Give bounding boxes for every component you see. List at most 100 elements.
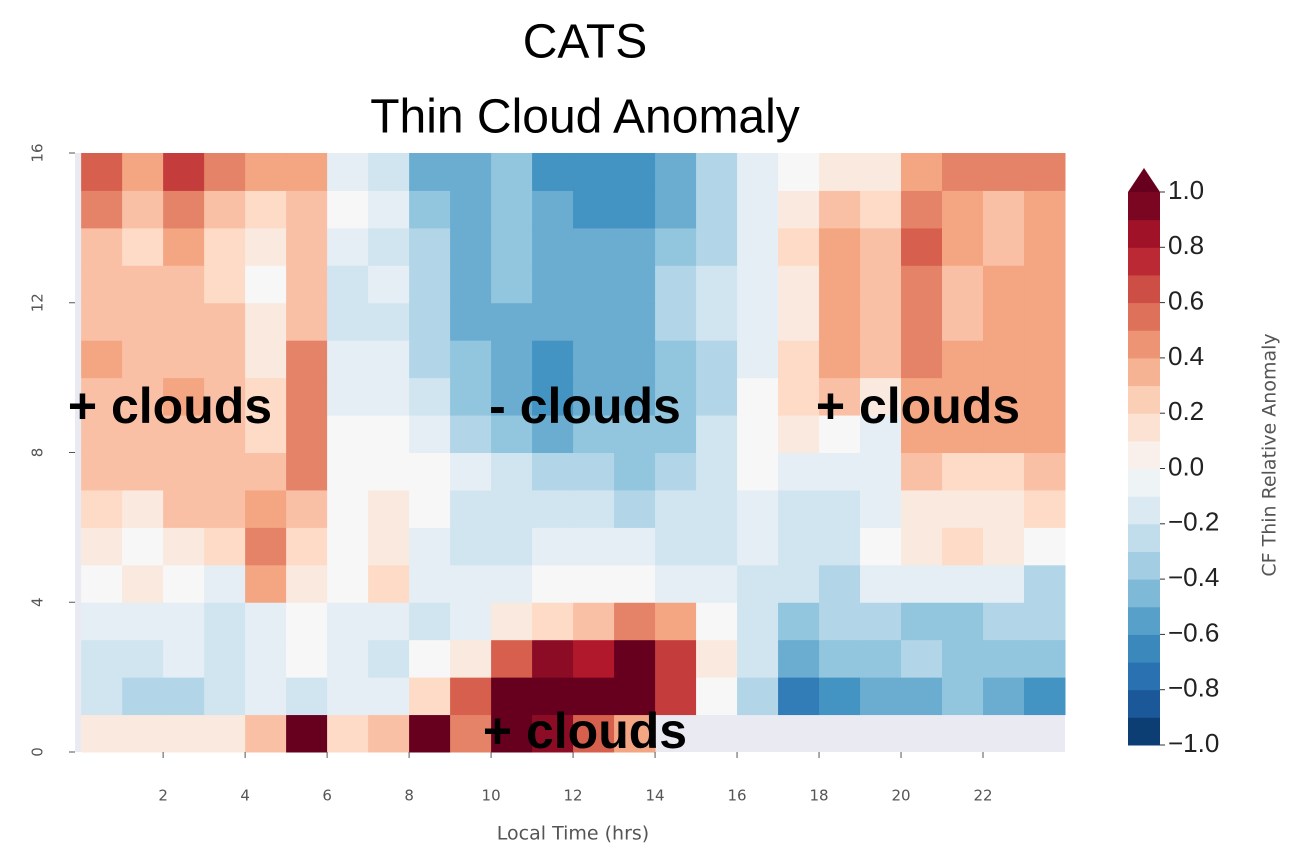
heatmap-cell bbox=[163, 190, 205, 229]
heatmap-cell bbox=[983, 564, 1025, 603]
heatmap-cell bbox=[737, 340, 779, 379]
colorbar-tick-label: −0.2 bbox=[1168, 507, 1219, 537]
heatmap-cell bbox=[1024, 489, 1066, 528]
heatmap-cell bbox=[819, 190, 861, 229]
heatmap-cell bbox=[368, 227, 410, 266]
heatmap-cell bbox=[491, 452, 533, 491]
heatmap-cell bbox=[81, 677, 123, 716]
heatmap-cell bbox=[245, 714, 287, 753]
y-tick-label: 0 bbox=[29, 747, 47, 757]
heatmap-cell bbox=[450, 714, 492, 753]
heatmap-cell bbox=[860, 340, 902, 379]
heatmap-cell bbox=[655, 265, 697, 304]
heatmap-cell bbox=[901, 602, 943, 641]
heatmap-cell bbox=[532, 302, 574, 341]
x-tick-label: 6 bbox=[322, 787, 332, 805]
heatmap-cell bbox=[614, 302, 656, 341]
heatmap-cell bbox=[163, 302, 205, 341]
heatmap-cell bbox=[122, 190, 164, 229]
heatmap-cell bbox=[983, 265, 1025, 304]
heatmap-cell bbox=[942, 340, 984, 379]
x-axis-label: Local Time (hrs) bbox=[497, 823, 649, 845]
heatmap-cell bbox=[573, 489, 615, 528]
heatmap-cell bbox=[778, 377, 820, 416]
heatmap-cell bbox=[819, 564, 861, 603]
heatmap-cell bbox=[1024, 153, 1066, 191]
heatmap-cell bbox=[409, 227, 451, 266]
x-tick-label: 14 bbox=[646, 787, 665, 805]
x-tick-label: 4 bbox=[240, 787, 250, 805]
heatmap-cell bbox=[532, 714, 574, 753]
heatmap-cell bbox=[655, 190, 697, 229]
heatmap-cell bbox=[901, 265, 943, 304]
heatmap-cell bbox=[245, 677, 287, 716]
heatmap-cell bbox=[819, 452, 861, 491]
heatmap-cell bbox=[737, 302, 779, 341]
heatmap-cell bbox=[942, 452, 984, 491]
heatmap-cell bbox=[409, 452, 451, 491]
heatmap-cell bbox=[122, 489, 164, 528]
heatmap-cell bbox=[327, 602, 369, 641]
heatmap-cell bbox=[204, 677, 246, 716]
heatmap-cell bbox=[532, 227, 574, 266]
heatmap-cell bbox=[368, 677, 410, 716]
heatmap-cell bbox=[737, 265, 779, 304]
heatmap-cell bbox=[450, 377, 492, 416]
heatmap-cell bbox=[204, 639, 246, 678]
heatmap-cell bbox=[573, 564, 615, 603]
heatmap-cell bbox=[1024, 227, 1066, 266]
heatmap-cells bbox=[81, 153, 1066, 753]
heatmap-cell bbox=[491, 677, 533, 716]
heatmap-cell bbox=[614, 639, 656, 678]
heatmap-cell bbox=[614, 602, 656, 641]
heatmap-cell bbox=[532, 489, 574, 528]
heatmap-cell bbox=[122, 452, 164, 491]
heatmap-cell bbox=[409, 489, 451, 528]
colorbar-segment bbox=[1128, 662, 1160, 691]
heatmap-cell bbox=[983, 639, 1025, 678]
heatmap-cell bbox=[573, 377, 615, 416]
heatmap-cell bbox=[368, 452, 410, 491]
heatmap-cell bbox=[409, 564, 451, 603]
heatmap-cell bbox=[737, 564, 779, 603]
colorbar-segment bbox=[1128, 219, 1160, 248]
heatmap-cell bbox=[573, 639, 615, 678]
colorbar-tick-label: −0.6 bbox=[1168, 617, 1219, 647]
heatmap-cell bbox=[696, 377, 738, 416]
x-tick-label: 2 bbox=[158, 787, 168, 805]
heatmap-cell bbox=[286, 564, 328, 603]
heatmap-cell bbox=[614, 452, 656, 491]
heatmap-cell bbox=[122, 340, 164, 379]
x-tick-label: 18 bbox=[809, 787, 828, 805]
heatmap-cell bbox=[532, 452, 574, 491]
heatmap-cell bbox=[942, 415, 984, 453]
heatmap-cell bbox=[409, 190, 451, 229]
heatmap-cell bbox=[819, 153, 861, 191]
x-tick-label: 20 bbox=[891, 787, 910, 805]
heatmap-cell bbox=[409, 602, 451, 641]
heatmap-cell bbox=[532, 377, 574, 416]
heatmap-cell bbox=[696, 527, 738, 566]
heatmap-cell bbox=[1024, 639, 1066, 678]
heatmap-cell bbox=[491, 302, 533, 341]
heatmap-cell bbox=[286, 340, 328, 379]
heatmap-cell bbox=[737, 527, 779, 566]
heatmap-cell bbox=[901, 340, 943, 379]
heatmap-cell bbox=[286, 302, 328, 341]
heatmap-cell bbox=[901, 639, 943, 678]
heatmap-cell bbox=[860, 153, 902, 191]
heatmap-cell bbox=[778, 602, 820, 641]
heatmap-cell bbox=[81, 564, 123, 603]
heatmap-cell bbox=[122, 415, 164, 453]
heatmap-cell bbox=[532, 153, 574, 191]
heatmap-cell bbox=[368, 489, 410, 528]
heatmap-cell bbox=[655, 564, 697, 603]
heatmap-cell bbox=[1024, 415, 1066, 453]
heatmap-cell bbox=[491, 153, 533, 191]
heatmap-cell bbox=[901, 190, 943, 229]
heatmap-cell bbox=[819, 527, 861, 566]
heatmap-cell bbox=[778, 340, 820, 379]
heatmap-cell bbox=[1024, 452, 1066, 491]
heatmap-cell bbox=[614, 489, 656, 528]
heatmap-cell bbox=[737, 190, 779, 229]
